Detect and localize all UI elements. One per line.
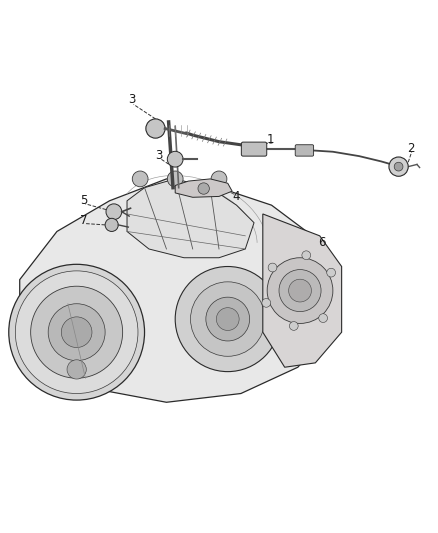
FancyBboxPatch shape — [295, 145, 314, 156]
Text: 6: 6 — [318, 236, 326, 249]
Circle shape — [167, 151, 183, 167]
FancyBboxPatch shape — [241, 142, 267, 156]
Circle shape — [9, 264, 145, 400]
Text: 3: 3 — [129, 93, 136, 106]
Circle shape — [191, 282, 265, 356]
Text: 7: 7 — [80, 214, 88, 227]
Text: 4: 4 — [233, 190, 240, 203]
Circle shape — [105, 219, 118, 231]
Circle shape — [206, 297, 250, 341]
Circle shape — [267, 258, 333, 324]
Circle shape — [61, 317, 92, 348]
Text: 2: 2 — [407, 142, 415, 155]
Circle shape — [289, 279, 311, 302]
Circle shape — [216, 308, 239, 330]
Circle shape — [302, 251, 311, 260]
Circle shape — [198, 183, 209, 194]
Circle shape — [268, 263, 277, 272]
Circle shape — [262, 298, 271, 307]
Circle shape — [48, 304, 105, 361]
Circle shape — [279, 270, 321, 312]
Circle shape — [394, 162, 403, 171]
Circle shape — [106, 204, 122, 220]
Text: 3: 3 — [155, 149, 162, 162]
Circle shape — [175, 266, 280, 372]
Circle shape — [146, 119, 165, 138]
Circle shape — [319, 314, 328, 322]
Polygon shape — [127, 179, 254, 258]
Circle shape — [327, 268, 336, 277]
Circle shape — [389, 157, 408, 176]
Circle shape — [15, 271, 138, 393]
Text: 1: 1 — [267, 133, 275, 147]
Polygon shape — [263, 214, 342, 367]
Text: 5: 5 — [81, 194, 88, 207]
Circle shape — [290, 321, 298, 330]
Polygon shape — [175, 179, 232, 197]
Circle shape — [167, 171, 183, 187]
Circle shape — [67, 360, 86, 379]
Circle shape — [211, 171, 227, 187]
Polygon shape — [20, 179, 328, 402]
Circle shape — [132, 171, 148, 187]
Circle shape — [31, 286, 123, 378]
